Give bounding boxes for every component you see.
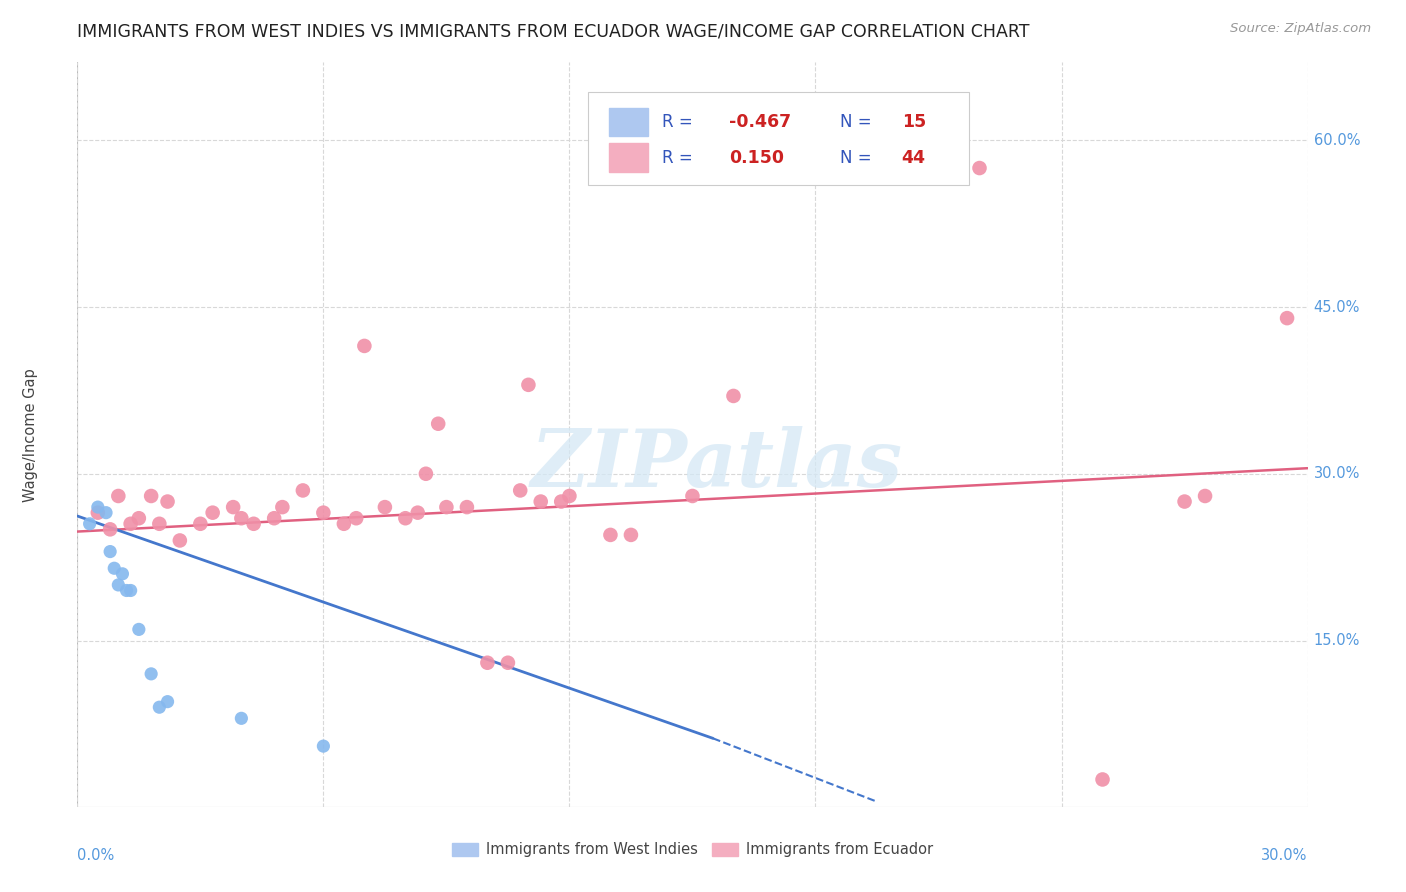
- Point: [271, 500, 294, 515]
- Point: [436, 500, 458, 515]
- Point: [87, 506, 110, 520]
- Point: [1194, 489, 1216, 503]
- Point: [406, 506, 429, 520]
- Point: [115, 583, 138, 598]
- Text: IMMIGRANTS FROM WEST INDIES VS IMMIGRANTS FROM ECUADOR WAGE/INCOME GAP CORRELATI: IMMIGRANTS FROM WEST INDIES VS IMMIGRANT…: [77, 22, 1029, 40]
- Point: [79, 516, 101, 531]
- Point: [156, 494, 179, 508]
- Point: [969, 161, 991, 175]
- Text: 45.0%: 45.0%: [1313, 300, 1360, 315]
- Point: [456, 500, 478, 515]
- Point: [141, 489, 163, 503]
- Point: [1275, 311, 1298, 326]
- Text: 44: 44: [901, 149, 925, 167]
- Point: [87, 500, 110, 515]
- Point: [415, 467, 437, 481]
- Point: [620, 528, 643, 542]
- Point: [1174, 494, 1197, 508]
- Text: 30.0%: 30.0%: [1261, 848, 1308, 863]
- Point: [98, 544, 121, 558]
- Point: [120, 583, 142, 598]
- Point: [201, 506, 224, 520]
- Point: [148, 516, 170, 531]
- Point: [496, 656, 519, 670]
- Point: [188, 516, 212, 531]
- Point: [477, 656, 499, 670]
- Text: Source: ZipAtlas.com: Source: ZipAtlas.com: [1230, 22, 1371, 36]
- Text: 15.0%: 15.0%: [1313, 633, 1360, 648]
- Point: [353, 339, 375, 353]
- Text: N =: N =: [841, 149, 872, 167]
- Text: 0.150: 0.150: [730, 149, 785, 167]
- Point: [128, 623, 150, 637]
- Point: [98, 522, 121, 536]
- Point: [312, 506, 335, 520]
- Point: [333, 516, 356, 531]
- Point: [291, 483, 314, 498]
- Text: 15: 15: [901, 112, 925, 130]
- Point: [682, 489, 704, 503]
- Text: Wage/Income Gap: Wage/Income Gap: [22, 368, 38, 501]
- Bar: [609, 108, 648, 136]
- Legend: Immigrants from West Indies, Immigrants from Ecuador: Immigrants from West Indies, Immigrants …: [446, 837, 939, 863]
- Point: [242, 516, 264, 531]
- Bar: [609, 144, 648, 172]
- Point: [94, 506, 117, 520]
- Point: [120, 516, 142, 531]
- Point: [128, 511, 150, 525]
- Point: [517, 377, 540, 392]
- Text: N =: N =: [841, 112, 872, 130]
- Point: [509, 483, 531, 498]
- Point: [111, 566, 134, 581]
- Point: [550, 494, 572, 508]
- Point: [599, 528, 621, 542]
- Text: R =: R =: [662, 112, 692, 130]
- Point: [107, 578, 129, 592]
- Point: [148, 700, 170, 714]
- Point: [107, 489, 129, 503]
- Point: [427, 417, 450, 431]
- Point: [231, 711, 253, 725]
- Text: 60.0%: 60.0%: [1313, 133, 1360, 148]
- Point: [231, 511, 253, 525]
- Point: [530, 494, 553, 508]
- Text: ZIPatlas: ZIPatlas: [531, 425, 903, 503]
- Point: [263, 511, 285, 525]
- Point: [103, 561, 125, 575]
- Point: [374, 500, 396, 515]
- Text: -0.467: -0.467: [730, 112, 792, 130]
- Point: [394, 511, 416, 525]
- Point: [344, 511, 367, 525]
- Point: [141, 666, 163, 681]
- Point: [723, 389, 745, 403]
- FancyBboxPatch shape: [588, 92, 969, 186]
- Point: [222, 500, 245, 515]
- Text: R =: R =: [662, 149, 692, 167]
- Text: 30.0%: 30.0%: [1313, 467, 1360, 482]
- Point: [312, 739, 335, 753]
- Point: [1091, 772, 1114, 787]
- Text: 0.0%: 0.0%: [77, 848, 114, 863]
- Point: [169, 533, 191, 548]
- Point: [156, 695, 179, 709]
- Point: [558, 489, 581, 503]
